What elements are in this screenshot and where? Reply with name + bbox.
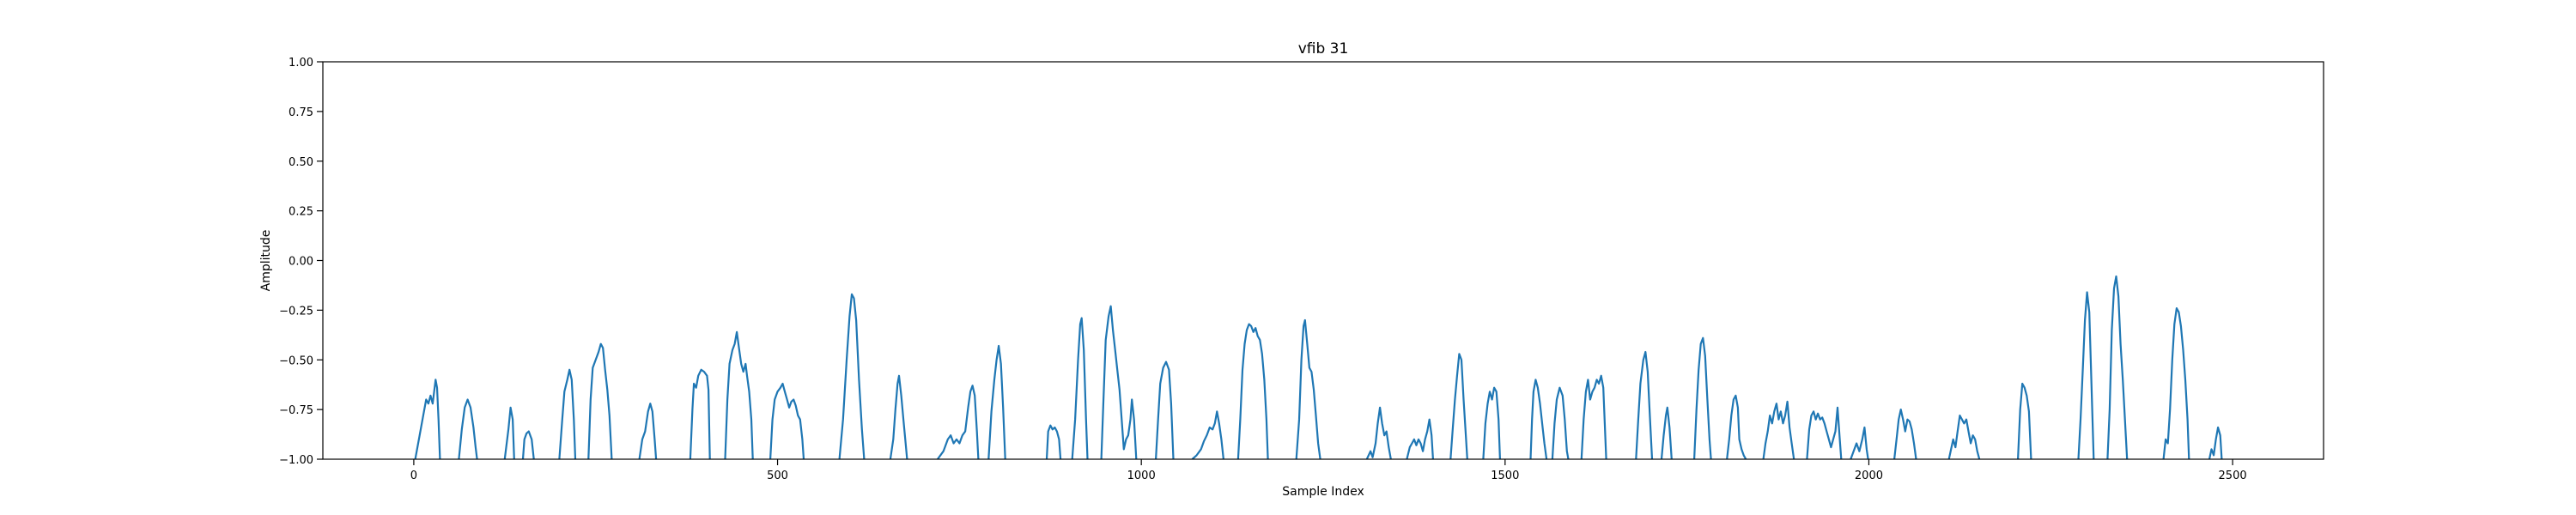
series-segment: [1806, 406, 1843, 459]
y-tick-label: 0.75: [289, 106, 313, 119]
series-segment: [1365, 406, 1392, 459]
y-tick-label: −1.00: [279, 454, 313, 467]
series-segment: [1295, 318, 1321, 459]
series-segment: [769, 382, 805, 459]
series-segment: [1693, 336, 1712, 459]
x-tick-label: 2500: [2219, 470, 2247, 482]
x-tick-label: 1000: [1127, 470, 1156, 482]
series-segment: [1551, 386, 1570, 459]
series-segment: [458, 398, 478, 459]
series-segment: [2017, 382, 2032, 459]
series-segment: [1762, 400, 1795, 459]
series-segment: [1529, 379, 1548, 459]
series-segment: [1155, 360, 1175, 459]
series-segment: [1482, 386, 1501, 459]
series-segment: [1947, 415, 1981, 459]
series-segment: [1850, 426, 1869, 459]
series-segment: [1100, 305, 1138, 459]
y-axis-label: Amplitude: [259, 230, 273, 292]
y-tick-label: 1.00: [289, 57, 313, 70]
series-segment: [2162, 307, 2190, 459]
series-segment: [2077, 291, 2095, 459]
y-tick-label: 0.00: [289, 256, 313, 269]
series-segment: [503, 406, 515, 459]
series-segment: [1045, 424, 1062, 459]
chart-title: vfib 31: [1298, 40, 1349, 58]
axes-layer: 0 500 1000 1500 2000 2500 −1.00 −0.75 −0.50 −0.25…: [279, 57, 2324, 482]
series-segment: [1406, 418, 1434, 459]
y-tick-label: −0.25: [279, 305, 313, 318]
series-segment: [638, 403, 658, 459]
series-segment: [2106, 275, 2129, 459]
series-segment: [414, 379, 441, 459]
series-segment: [937, 385, 980, 459]
y-tick-label: 0.50: [289, 156, 313, 169]
series-segment: [1580, 374, 1607, 459]
y-tick-label: −0.50: [279, 354, 313, 367]
series-segment: [558, 368, 577, 459]
series-segment: [987, 344, 1006, 459]
series-segment: [1635, 350, 1654, 459]
series-segment: [2208, 426, 2223, 459]
y-tick-label: −0.75: [279, 404, 313, 417]
series-segment: [1893, 409, 1917, 459]
series-segment: [838, 293, 866, 459]
series-segment: [1449, 353, 1468, 459]
series-segment: [1071, 317, 1089, 459]
series-layer: [414, 275, 2223, 459]
series-segment: [1236, 323, 1269, 459]
series-segment: [587, 342, 613, 459]
series-0: [414, 275, 2223, 459]
x-tick-label: 500: [767, 470, 788, 482]
x-tick-label: 1500: [1491, 470, 1519, 482]
series-segment: [889, 374, 908, 459]
series-segment: [689, 368, 711, 459]
y-tick-label: 0.25: [289, 206, 313, 219]
series-segment: [724, 330, 754, 459]
series-segment: [1726, 394, 1747, 459]
x-tick-label: 2000: [1855, 470, 1883, 482]
x-axis-label: Sample Index: [1282, 485, 1364, 499]
series-segment: [1660, 406, 1673, 459]
series-segment: [521, 430, 535, 459]
x-tick-label: 0: [410, 470, 417, 482]
series-segment: [1191, 410, 1224, 459]
